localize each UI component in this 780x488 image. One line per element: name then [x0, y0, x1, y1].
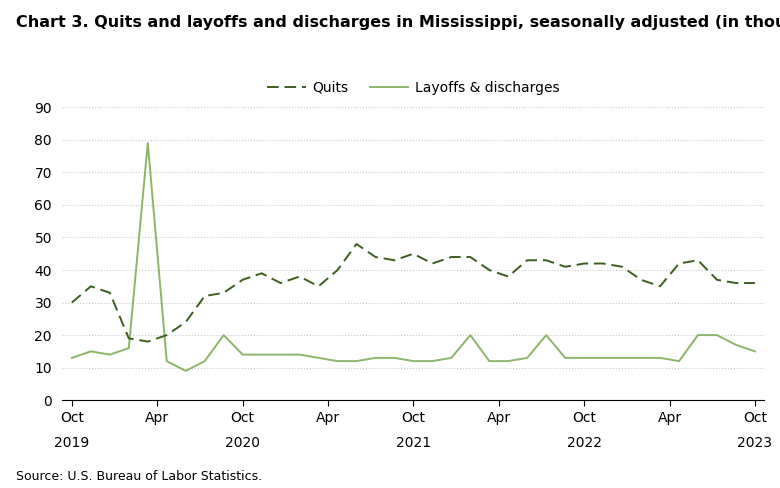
Quits — [732, 280, 741, 286]
Quits — [352, 241, 361, 247]
Quits — [295, 274, 304, 280]
Quits — [580, 261, 589, 266]
Quits — [162, 332, 172, 338]
Quits — [712, 277, 722, 283]
Quits — [693, 257, 703, 263]
Layoffs & discharges — [712, 332, 722, 338]
Layoffs & discharges — [314, 355, 323, 361]
Layoffs & discharges — [257, 352, 266, 358]
Layoffs & discharges — [750, 348, 760, 354]
Quits — [466, 254, 475, 260]
Layoffs & discharges — [598, 355, 608, 361]
Line: Quits: Quits — [72, 244, 755, 342]
Quits — [618, 264, 627, 270]
Quits — [370, 254, 380, 260]
Layoffs & discharges — [238, 352, 247, 358]
Layoffs & discharges — [276, 352, 285, 358]
Layoffs & discharges — [484, 358, 494, 364]
Line: Layoffs & discharges: Layoffs & discharges — [72, 143, 755, 371]
Quits — [67, 300, 76, 305]
Layoffs & discharges — [219, 332, 229, 338]
Text: Source: U.S. Bureau of Labor Statistics.: Source: U.S. Bureau of Labor Statistics. — [16, 470, 262, 483]
Text: 2020: 2020 — [225, 436, 261, 450]
Quits — [276, 280, 285, 286]
Quits — [484, 267, 494, 273]
Layoffs & discharges — [124, 345, 133, 351]
Quits — [636, 277, 646, 283]
Layoffs & discharges — [466, 332, 475, 338]
Layoffs & discharges — [732, 342, 741, 348]
Layoffs & discharges — [618, 355, 627, 361]
Quits — [675, 261, 684, 266]
Layoffs & discharges — [561, 355, 570, 361]
Layoffs & discharges — [86, 348, 95, 354]
Quits — [314, 284, 323, 289]
Quits — [333, 267, 342, 273]
Layoffs & discharges — [655, 355, 665, 361]
Quits — [504, 274, 513, 280]
Layoffs & discharges — [200, 358, 209, 364]
Text: 2022: 2022 — [566, 436, 601, 450]
Quits — [523, 257, 532, 263]
Layoffs & discharges — [390, 355, 399, 361]
Text: 2021: 2021 — [395, 436, 431, 450]
Layoffs & discharges — [636, 355, 646, 361]
Quits — [390, 257, 399, 263]
Quits — [655, 284, 665, 289]
Quits — [124, 335, 133, 341]
Layoffs & discharges — [447, 355, 456, 361]
Layoffs & discharges — [162, 358, 172, 364]
Layoffs & discharges — [541, 332, 551, 338]
Quits — [447, 254, 456, 260]
Quits — [257, 270, 266, 276]
Quits — [219, 290, 229, 296]
Quits — [750, 280, 760, 286]
Layoffs & discharges — [181, 368, 190, 374]
Layoffs & discharges — [370, 355, 380, 361]
Layoffs & discharges — [409, 358, 418, 364]
Quits — [427, 261, 437, 266]
Layoffs & discharges — [333, 358, 342, 364]
Layoffs & discharges — [295, 352, 304, 358]
Text: Chart 3. Quits and layoffs and discharges in Mississippi, seasonally adjusted (i: Chart 3. Quits and layoffs and discharge… — [16, 15, 780, 30]
Quits — [181, 319, 190, 325]
Layoffs & discharges — [67, 355, 76, 361]
Quits — [409, 251, 418, 257]
Legend: Quits, Layoffs & discharges: Quits, Layoffs & discharges — [267, 81, 560, 95]
Layoffs & discharges — [143, 140, 152, 146]
Layoffs & discharges — [105, 352, 115, 358]
Quits — [143, 339, 152, 345]
Layoffs & discharges — [580, 355, 589, 361]
Layoffs & discharges — [523, 355, 532, 361]
Text: 2019: 2019 — [55, 436, 90, 450]
Quits — [541, 257, 551, 263]
Text: 2023: 2023 — [737, 436, 772, 450]
Quits — [200, 293, 209, 299]
Quits — [86, 284, 95, 289]
Layoffs & discharges — [675, 358, 684, 364]
Layoffs & discharges — [352, 358, 361, 364]
Quits — [598, 261, 608, 266]
Quits — [105, 290, 115, 296]
Layoffs & discharges — [504, 358, 513, 364]
Layoffs & discharges — [427, 358, 437, 364]
Quits — [561, 264, 570, 270]
Quits — [238, 277, 247, 283]
Layoffs & discharges — [693, 332, 703, 338]
